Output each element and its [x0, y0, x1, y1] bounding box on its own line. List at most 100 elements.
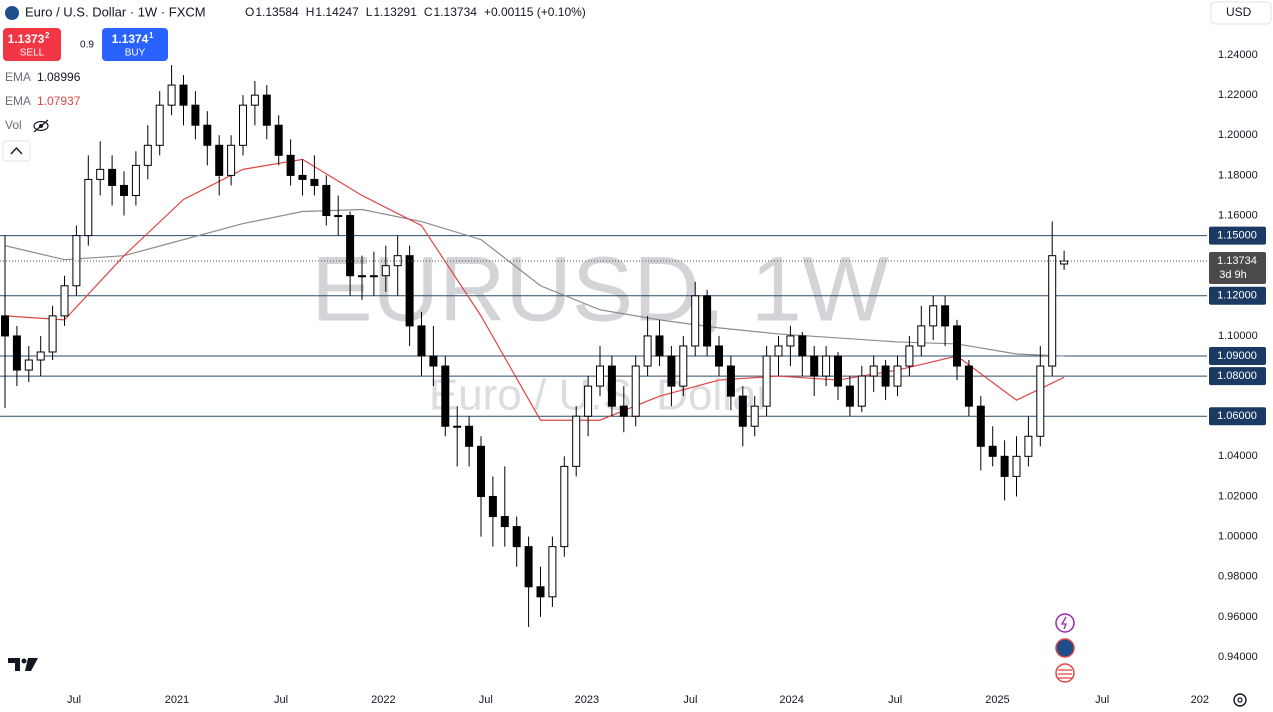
- candle-body: [548, 546, 557, 598]
- symbol-title: Euro / U.S. Dollar · 1W · FXCM: [25, 4, 206, 19]
- change: +0.00115 (+0.10%): [484, 5, 586, 19]
- collapse-button[interactable]: [2, 140, 31, 162]
- candle-body: [524, 546, 533, 588]
- candle-body: [738, 395, 747, 427]
- candle-body: [976, 405, 985, 447]
- level-label: 1.12000: [1217, 290, 1257, 302]
- level-label: 1.06000: [1217, 410, 1257, 422]
- candle-body: [250, 94, 259, 106]
- candle-body: [1000, 455, 1009, 477]
- candle-body: [762, 355, 771, 407]
- candle-body: [12, 335, 21, 371]
- candle-body: [322, 184, 331, 217]
- currency-button[interactable]: [1210, 1, 1272, 25]
- candle-body: [477, 445, 485, 497]
- event-icon-bolt[interactable]: [1060, 616, 1067, 630]
- candle-body: [179, 84, 188, 106]
- candle-body: [24, 359, 33, 371]
- candle-body: [60, 285, 69, 317]
- ohlc-value: 1.13584: [255, 5, 299, 19]
- hidden-icon[interactable]: [33, 119, 49, 133]
- candle-body: [500, 516, 509, 528]
- indicator-name[interactable]: EMA: [5, 94, 31, 108]
- y-tick-label: 0.94000: [1218, 651, 1258, 663]
- candle-body: [167, 84, 176, 106]
- sell-button[interactable]: [3, 28, 61, 61]
- candle-body: [726, 365, 735, 397]
- candle-body: [1, 315, 9, 337]
- ohlc-key: C: [424, 5, 433, 19]
- candle-body: [143, 144, 152, 166]
- collapse-arrow[interactable]: [10, 146, 23, 155]
- candle-body: [691, 295, 700, 347]
- x-tick-label: 2024: [779, 694, 803, 706]
- candle-body: [988, 445, 997, 457]
- candle-body: [715, 345, 723, 367]
- eu-event-icon[interactable]: [1055, 638, 1075, 658]
- candle-body: [120, 184, 128, 196]
- candle-body: [667, 355, 676, 387]
- candle-body: [310, 178, 319, 186]
- candle-body: [1036, 365, 1045, 437]
- candle-body: [417, 325, 426, 357]
- candle-body: [84, 178, 93, 237]
- ohlc-value: 1.14247: [315, 5, 359, 19]
- candle-body: [703, 295, 712, 347]
- candle-body: [929, 305, 938, 327]
- candle-body: [881, 365, 890, 387]
- volume-label[interactable]: Vol: [5, 118, 22, 132]
- candle-body: [774, 345, 783, 357]
- candle-body: [36, 351, 45, 361]
- spread: 0.9: [80, 40, 94, 51]
- y-tick-label: 1.24000: [1218, 49, 1258, 61]
- candle-body: [262, 94, 271, 126]
- candle-body: [953, 325, 961, 367]
- candle-body: [845, 385, 854, 407]
- settings-icon[interactable]: [1233, 693, 1247, 707]
- ema-line: [4, 208, 1065, 357]
- candle-body: [453, 425, 462, 428]
- x-tick-label: 2021: [165, 694, 189, 706]
- last-price-box: [1209, 252, 1266, 285]
- y-tick-label: 1.02000: [1218, 490, 1258, 502]
- candle-body: [1012, 455, 1021, 477]
- candle-body: [274, 124, 283, 156]
- x-tick-label: Jul: [683, 694, 697, 706]
- buy-price[interactable]: 1.1374: [112, 32, 149, 46]
- event-icon[interactable]: [1055, 613, 1075, 633]
- sell-price[interactable]: 1.1373: [8, 32, 45, 46]
- sell-pip[interactable]: 2: [45, 31, 50, 40]
- buy-button[interactable]: [102, 28, 168, 61]
- x-tick-label: Jul: [67, 694, 81, 706]
- indicator-value: 1.07937: [37, 94, 81, 108]
- candle-body: [393, 255, 402, 267]
- x-tick-label: 2022: [371, 694, 395, 706]
- level-label-box: [1209, 286, 1266, 305]
- candle-body: [227, 144, 236, 176]
- sell-label[interactable]: SELL: [20, 48, 45, 59]
- candle-body: [465, 425, 474, 447]
- plot: [0, 65, 1207, 627]
- candle-body: [643, 335, 652, 367]
- candle-body: [203, 124, 212, 146]
- x-tick-label: 2023: [575, 694, 599, 706]
- candle-body: [560, 465, 569, 548]
- candle-body: [191, 104, 200, 126]
- x-tick-label: 202: [1191, 694, 1209, 706]
- us-event-icon[interactable]: [1055, 663, 1075, 683]
- candle-body: [631, 365, 640, 417]
- buy-pip[interactable]: 1: [149, 31, 154, 40]
- ohlc-value: 1.13291: [373, 5, 417, 19]
- indicator-name[interactable]: EMA: [5, 70, 31, 84]
- tv-logo[interactable]: [8, 658, 38, 671]
- candle-body: [488, 495, 497, 518]
- buy-label[interactable]: BUY: [125, 48, 146, 59]
- candle-body: [215, 144, 224, 176]
- last-price-label: 1.13734: [1217, 255, 1257, 267]
- price-axis: 1.24000 1.22000 1.20000 1.18000 1.16000 1.100…: [67, 49, 1266, 706]
- candle-body: [536, 586, 545, 598]
- y-tick-label: 1.04000: [1218, 450, 1258, 462]
- candle-body: [108, 168, 117, 186]
- currency-label[interactable]: USD: [1226, 5, 1252, 19]
